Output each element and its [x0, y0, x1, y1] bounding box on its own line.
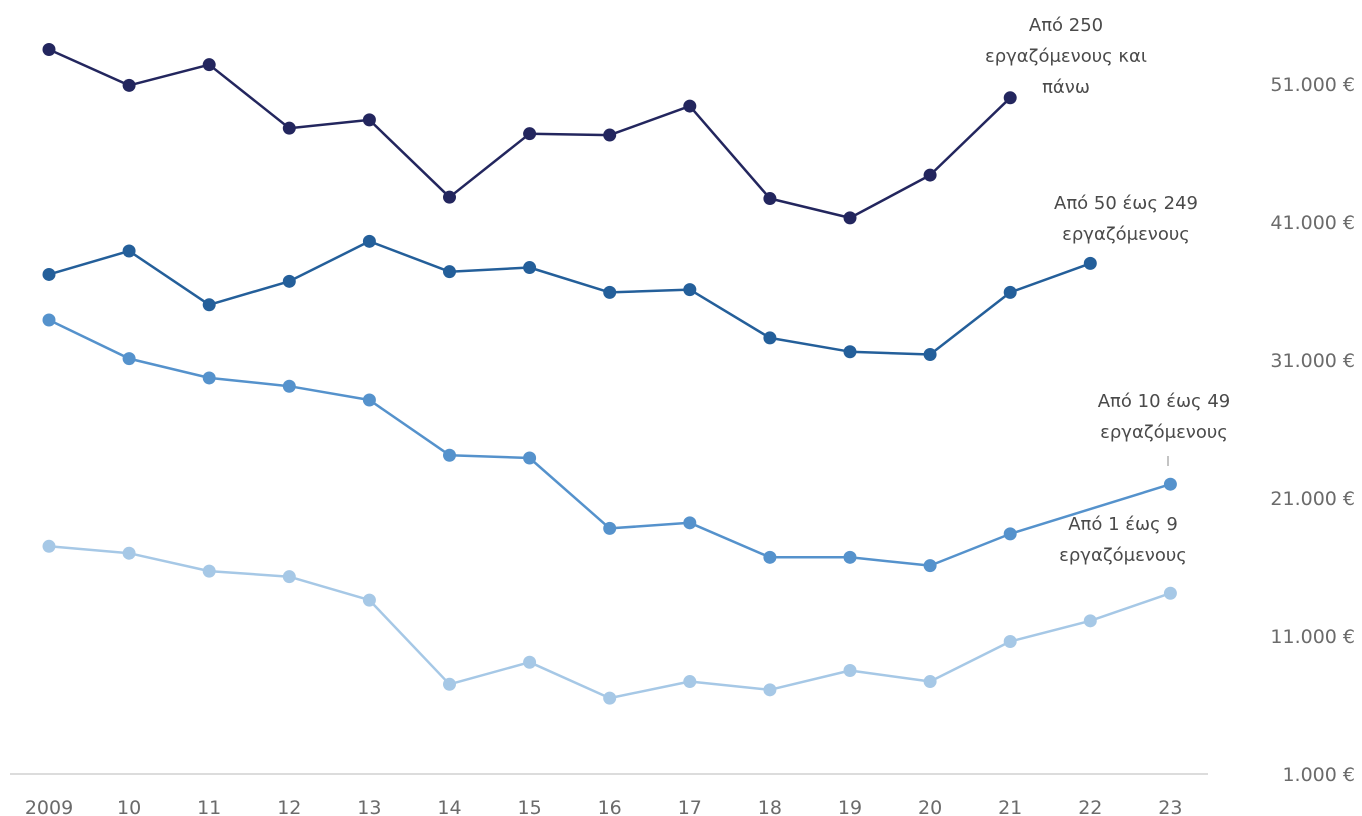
series-label-line: εργαζόμενους	[1100, 422, 1228, 443]
data-point	[202, 564, 216, 578]
data-point	[523, 127, 537, 141]
series-line	[48, 240, 1091, 356]
data-point	[362, 113, 376, 127]
data-point	[122, 244, 136, 258]
data-point	[443, 265, 456, 279]
data-point	[282, 379, 296, 393]
y-tick-label: 1.000 €	[1282, 764, 1355, 786]
data-point	[282, 121, 296, 135]
series-label-line: Από 10 έως 49	[1098, 391, 1231, 412]
data-point	[843, 211, 857, 225]
x-tick-label: 15	[518, 797, 542, 816]
x-tick-label: 23	[1158, 797, 1182, 816]
series-points	[42, 43, 1177, 705]
data-point	[202, 371, 216, 385]
series-label-line: Από 250	[1029, 15, 1103, 36]
series-labels: Από 250 εργαζόμενους και πάνω Από 50 έως 24…	[985, 15, 1230, 566]
series-label-line: εργαζόμενους	[1059, 545, 1187, 566]
data-point	[42, 267, 56, 281]
series-label-line: Από 1 έως 9	[1068, 514, 1178, 535]
data-point	[1003, 635, 1017, 649]
series-label-line: εργαζόμενους και	[985, 46, 1147, 67]
data-point	[42, 313, 56, 327]
series-lines	[48, 48, 1171, 700]
x-tick-label: 14	[437, 797, 461, 816]
series-label: Από 1 έως 9 εργαζόμενους	[1059, 514, 1187, 566]
x-tick-label: 12	[277, 797, 301, 816]
x-tick-label: 21	[998, 797, 1022, 816]
data-point	[122, 546, 136, 560]
series-line	[48, 545, 1171, 700]
data-point	[362, 393, 376, 407]
data-point	[603, 128, 617, 142]
y-tick-label: 21.000 €	[1270, 488, 1355, 510]
data-point	[683, 99, 697, 113]
x-tick-label: 13	[357, 797, 381, 816]
data-point	[122, 352, 136, 366]
data-point	[42, 43, 56, 56]
x-tick-label: 2009	[25, 797, 73, 816]
x-tick-label: 18	[758, 797, 782, 816]
data-point	[443, 677, 456, 691]
x-tick-label: 10	[117, 797, 141, 816]
y-tick-label: 41.000 €	[1270, 212, 1355, 234]
data-point	[763, 683, 777, 697]
y-axis: 1.000 € 11.000 € 21.000 € 31.000 € 41.000 € 5…	[1270, 74, 1355, 786]
data-point	[603, 285, 617, 299]
x-tick-label: 16	[598, 797, 622, 816]
data-point	[1083, 614, 1097, 628]
series-label-line: εργαζόμενους	[1062, 224, 1190, 245]
data-point	[1163, 477, 1177, 491]
data-point	[923, 675, 937, 689]
data-point	[763, 331, 777, 345]
series-line	[48, 318, 1171, 567]
y-tick-label: 31.000 €	[1270, 350, 1355, 372]
data-point	[1083, 256, 1097, 270]
y-tick-label: 51.000 €	[1270, 74, 1355, 96]
series-label: Από 50 έως 249 εργαζόμενους	[1054, 193, 1198, 245]
data-point	[923, 168, 937, 182]
data-point	[202, 58, 216, 72]
x-tick-label: 19	[838, 797, 862, 816]
data-point	[843, 664, 857, 677]
data-point	[683, 516, 697, 530]
data-point	[603, 691, 617, 705]
x-axis: 2009 10 11 12 13 14 15 16 17 18 19 20 21 22 23	[25, 797, 1183, 816]
data-point	[1003, 91, 1017, 105]
data-point	[443, 448, 456, 462]
data-point	[683, 675, 697, 689]
series-label: Από 10 έως 49 εργαζόμενους	[1098, 391, 1231, 443]
x-tick-label: 11	[197, 797, 221, 816]
data-point	[763, 192, 777, 206]
data-point	[42, 539, 56, 553]
data-point	[843, 345, 857, 359]
y-tick-label: 11.000 €	[1270, 626, 1355, 648]
data-point	[1003, 285, 1017, 299]
x-tick-label: 17	[678, 797, 702, 816]
data-point	[923, 347, 937, 361]
data-point	[523, 261, 537, 275]
series-label-line: Από 50 έως 249	[1054, 193, 1198, 214]
data-point	[923, 559, 937, 573]
data-point	[282, 274, 296, 288]
data-point	[683, 283, 697, 297]
data-point	[603, 521, 617, 535]
data-point	[282, 570, 296, 584]
data-point	[1163, 586, 1177, 600]
data-point	[523, 655, 537, 669]
x-tick-label: 22	[1078, 797, 1102, 816]
data-point	[362, 234, 376, 248]
data-point	[122, 78, 136, 92]
data-point	[202, 298, 216, 312]
data-point	[763, 550, 777, 564]
data-point	[1003, 527, 1017, 541]
series-label: Από 250 εργαζόμενους και πάνω	[985, 15, 1147, 98]
data-point	[362, 593, 376, 607]
series-label-line: πάνω	[1042, 77, 1090, 98]
data-point	[523, 451, 537, 465]
data-point	[443, 190, 456, 204]
x-tick-label: 20	[918, 797, 942, 816]
data-point	[843, 550, 857, 564]
